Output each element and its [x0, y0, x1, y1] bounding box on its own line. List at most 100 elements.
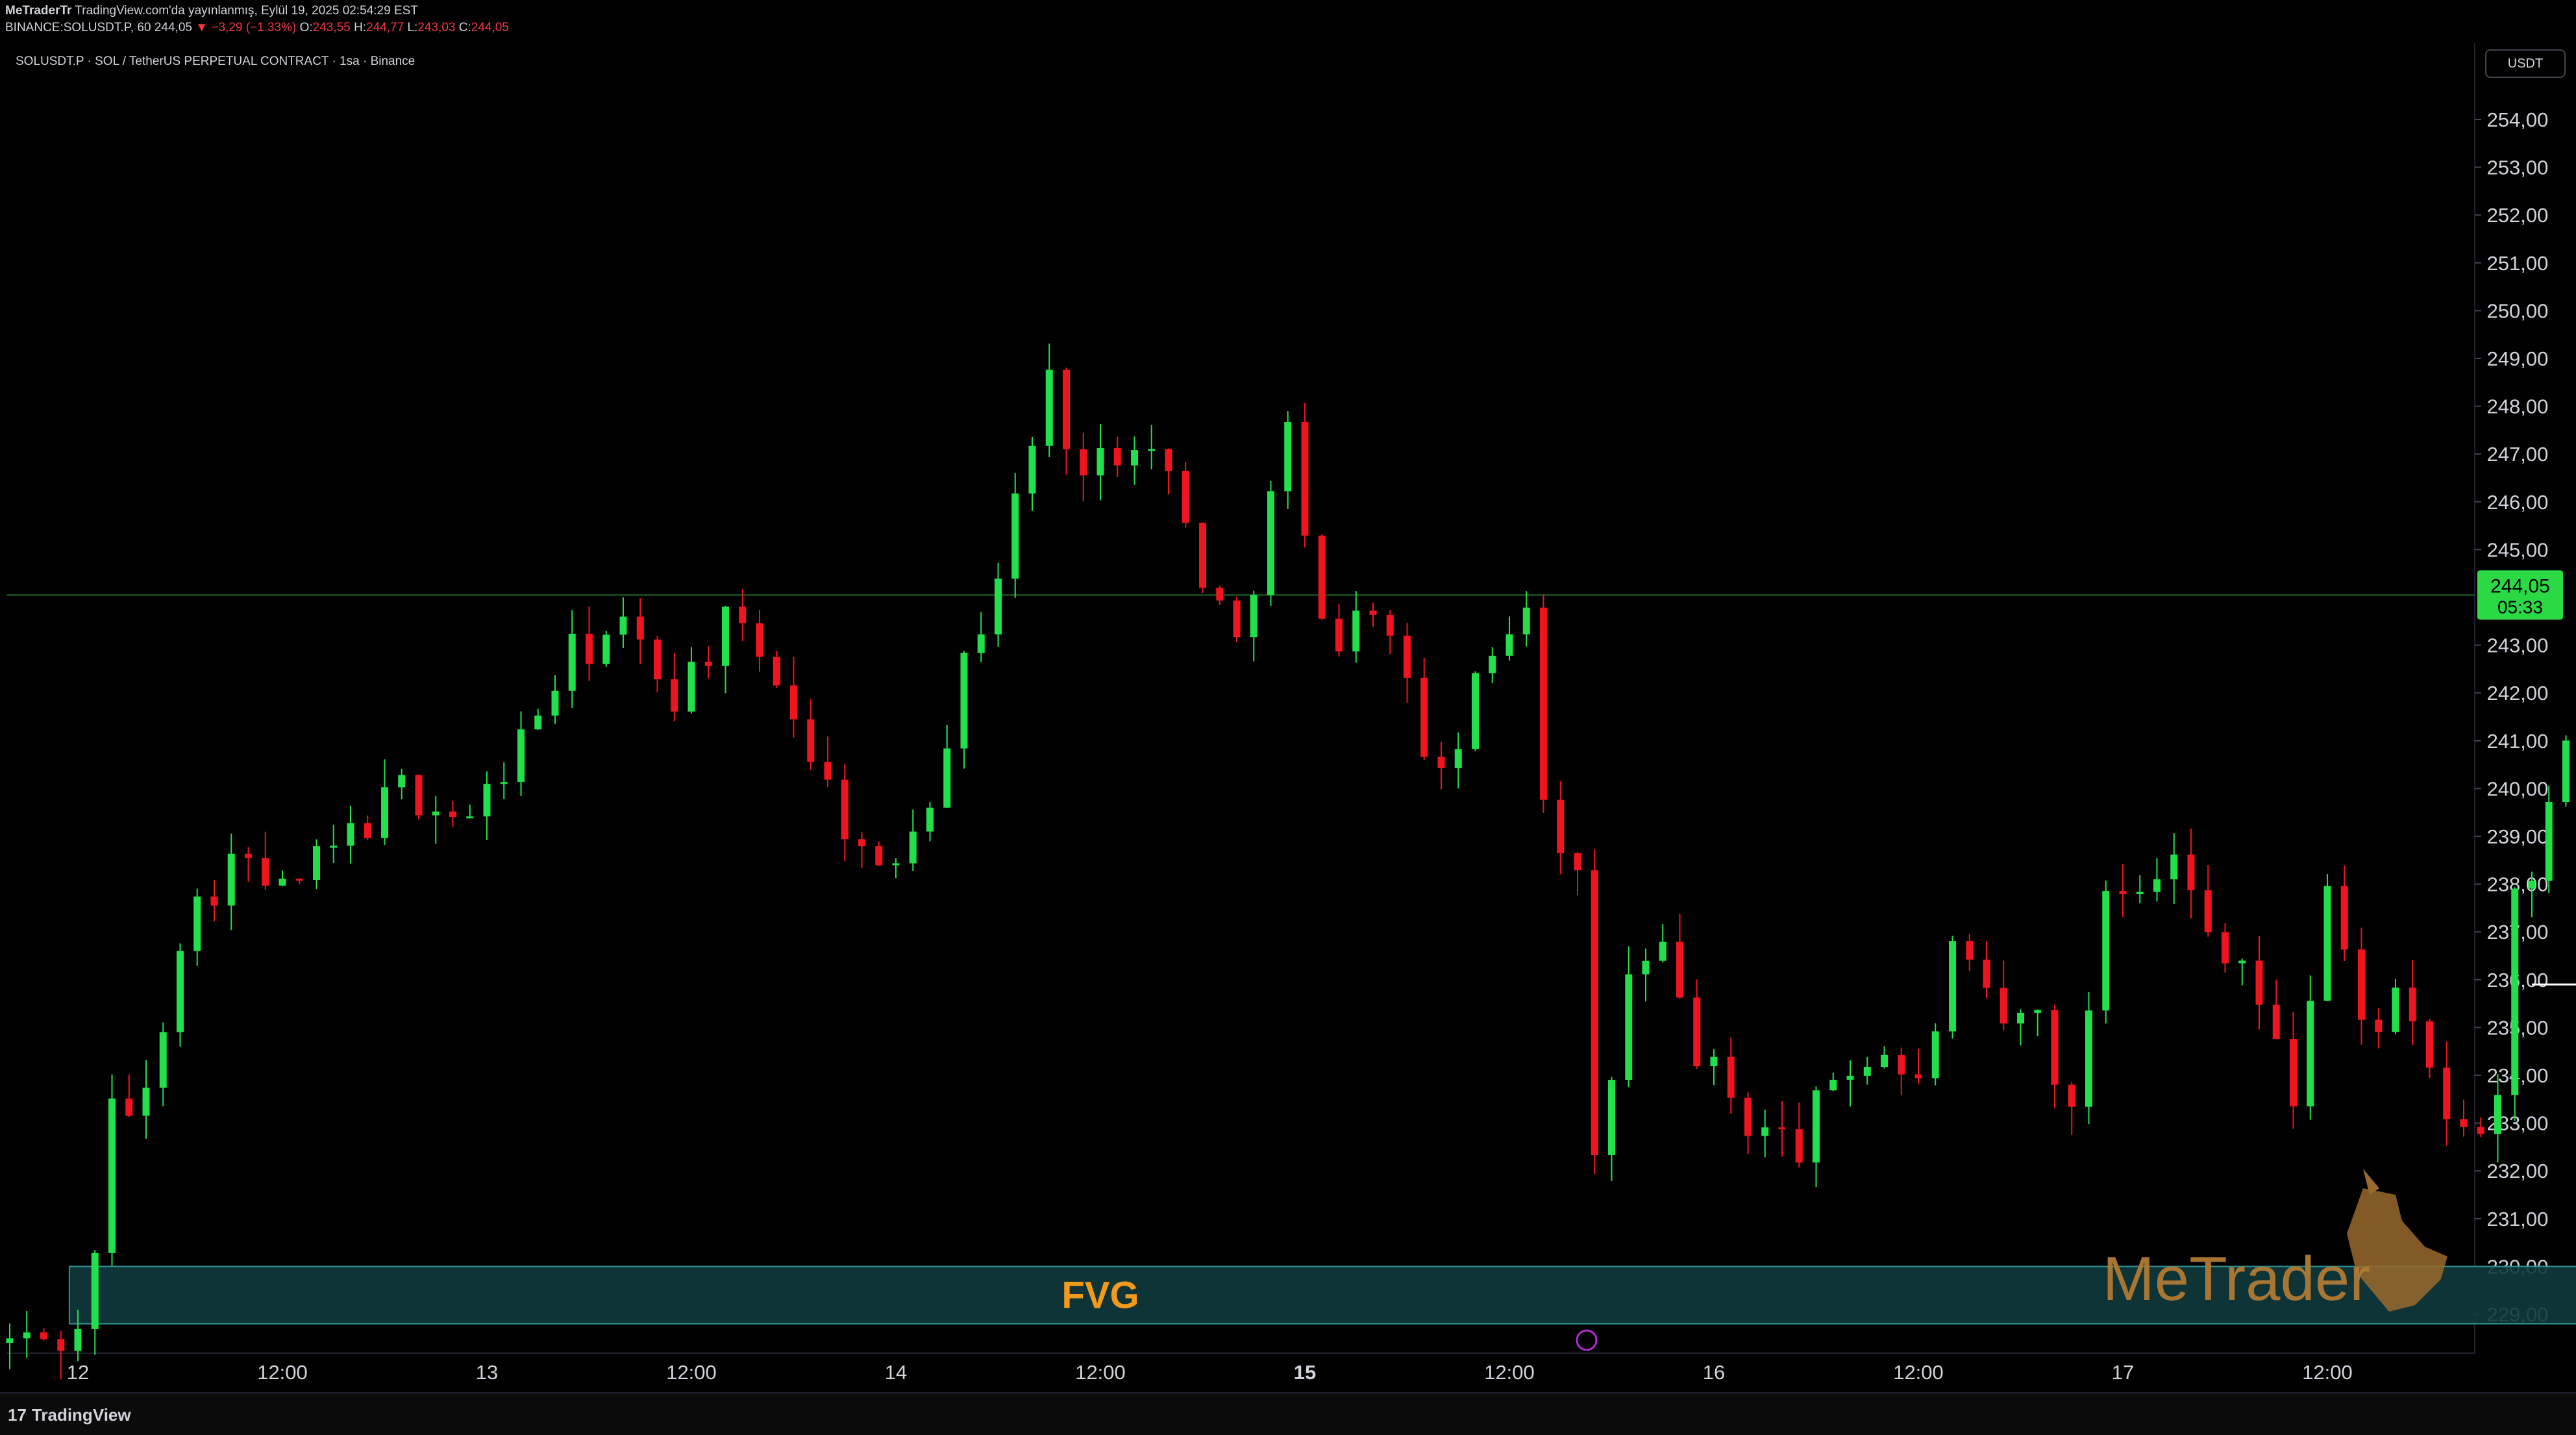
candle-body [1574, 853, 1581, 870]
y-tick-label: 239,00 [2487, 825, 2549, 848]
candle-body [552, 691, 559, 716]
candle-body [1932, 1031, 1939, 1078]
candle-body [910, 832, 917, 864]
candle-body [2477, 1127, 2484, 1134]
candle-body [2494, 1095, 2501, 1134]
candle-body [1779, 1127, 1786, 1129]
candle-body [2170, 855, 2177, 879]
candle-body [1864, 1067, 1871, 1076]
candle-body [2273, 1005, 2280, 1039]
current-price-countdown: 05:33 [2497, 597, 2543, 617]
candle-body [1676, 942, 1683, 998]
candle-body [125, 1099, 132, 1116]
candle-body [1199, 523, 1206, 588]
candle-body [1489, 656, 1496, 673]
candle-body [245, 854, 252, 858]
y-tick-label: 251,00 [2487, 252, 2549, 275]
y-tick-label: 249,00 [2487, 347, 2549, 370]
candle-body [1642, 961, 1650, 975]
y-tick-label: 243,00 [2487, 634, 2549, 657]
event-icon[interactable] [1577, 1330, 1596, 1350]
candle-body [381, 787, 388, 838]
candle-body [620, 617, 627, 635]
candle-body [2290, 1039, 2297, 1106]
y-tick-label: 231,00 [2487, 1208, 2549, 1230]
candle-body [1506, 634, 1513, 656]
candlestick-chart[interactable]: 254,00253,00252,00251,00250,00249,00248,… [0, 0, 2576, 1392]
candle-body [1080, 449, 1087, 475]
candle-body [2102, 891, 2109, 1010]
x-tick-label: 12:00 [257, 1361, 308, 1384]
candle-body [330, 846, 337, 848]
candle-body [586, 634, 593, 664]
candle-body [1284, 422, 1291, 491]
candle-body [790, 686, 797, 719]
candle-body [1455, 749, 1462, 768]
y-tick-label: 232,00 [2487, 1160, 2549, 1182]
x-tick-label: 12:00 [1075, 1361, 1126, 1384]
candle-body [943, 749, 950, 808]
candle-body [1557, 800, 1564, 853]
y-tick-label: 241,00 [2487, 730, 2549, 753]
candle-body [2222, 932, 2229, 964]
candle-body [1898, 1055, 1905, 1075]
candle-body [1267, 491, 1274, 595]
candle-body [57, 1339, 64, 1351]
candle-body [2409, 988, 2416, 1021]
candle-body [1591, 870, 1598, 1155]
candle-body [296, 879, 303, 880]
candle-body [875, 846, 882, 865]
candle-body [1063, 369, 1070, 449]
candle-body [347, 823, 354, 846]
candle-body [517, 729, 525, 782]
candle-body [432, 812, 440, 816]
candle-body [415, 775, 423, 816]
candle-body [1966, 941, 1973, 960]
candle-body [1097, 448, 1104, 475]
candle-body [1387, 615, 1394, 636]
candle-body [978, 634, 985, 653]
candle-body [2051, 1010, 2059, 1084]
candle-body [534, 716, 541, 729]
x-tick-label: 14 [885, 1361, 907, 1384]
candle-body [262, 858, 269, 886]
candle-body [637, 617, 644, 640]
candle-body [1250, 595, 1257, 637]
y-tick-label: 247,00 [2487, 443, 2549, 466]
candle-body [160, 1032, 167, 1088]
candle-body [2426, 1021, 2433, 1067]
candle-body [824, 762, 832, 779]
candle-body [2392, 988, 2399, 1032]
candle-body [1659, 942, 1666, 961]
candle-body [2443, 1067, 2450, 1119]
candle-body [1761, 1127, 1768, 1136]
candle-body [1046, 369, 1053, 445]
candle-body [2238, 960, 2246, 963]
candle-body [1420, 678, 1428, 757]
candle-body [1915, 1075, 1922, 1079]
candle-body [705, 662, 712, 666]
candle-body [143, 1088, 150, 1116]
candle-body [449, 812, 456, 817]
candle-body [858, 839, 865, 846]
candle-body [722, 606, 729, 666]
candle-body [2085, 1010, 2092, 1106]
x-tick-label: 16 [1703, 1361, 1725, 1384]
candle-body [602, 634, 610, 664]
candle-body [2358, 949, 2365, 1019]
candle-body [6, 1338, 14, 1343]
candle-body [466, 816, 473, 818]
candle-body [756, 623, 763, 657]
candle-body [40, 1332, 47, 1339]
candle-body [92, 1253, 99, 1329]
candle-body [1131, 450, 1138, 466]
tradingview-logo-text: TradingView [32, 1405, 131, 1425]
fvg-zone-label: FVG [1061, 1275, 1139, 1317]
candle-body [1335, 619, 1343, 651]
candle-body [1029, 446, 1036, 493]
candle-body [2341, 886, 2348, 949]
candle-body [2205, 890, 2212, 932]
candle-body [501, 782, 508, 784]
